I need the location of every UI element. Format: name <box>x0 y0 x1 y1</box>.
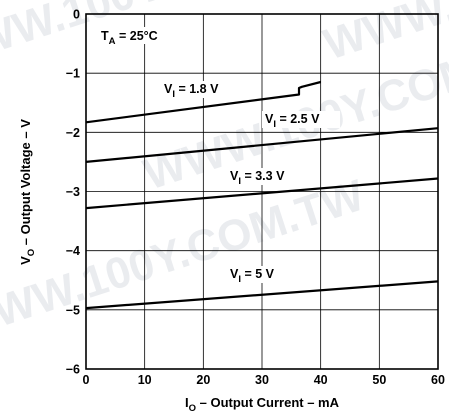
watermark-text: WWW.100Y.COM.TW <box>0 171 370 350</box>
watermark-text: WWW.100Y.COM.TW <box>0 0 350 80</box>
series-label: VI = 3.3 V <box>230 169 285 187</box>
series-label: VI = 5 V <box>230 267 275 285</box>
series-label-background <box>227 168 305 185</box>
annotation-text: TA = 25°C <box>101 29 158 47</box>
axis-titles: IO – Output Current – mA VO – Output Volt… <box>18 119 340 413</box>
series-line <box>85 177 439 210</box>
x-axis-title: IO – Output Current – mA <box>185 395 340 413</box>
y-tick-label: −2 <box>66 126 80 140</box>
plot-frame <box>85 13 439 370</box>
y-tick-label: −4 <box>66 244 80 258</box>
y-tick-label: 0 <box>73 8 80 22</box>
series-label-background <box>262 111 340 128</box>
x-tick-label: 10 <box>138 373 152 387</box>
series-label-background <box>227 266 305 283</box>
tick-labels: 0 10 20 30 40 50 60 0 −1 −2 −3 −4 −5 −6 <box>66 8 445 388</box>
series-label: VI = 1.8 V <box>164 82 219 100</box>
x-tick-label: 0 <box>83 373 90 387</box>
grid <box>85 13 439 370</box>
series-label-background <box>161 81 239 98</box>
annotation-background <box>98 27 172 44</box>
y-tick-label: −6 <box>66 363 80 377</box>
y-tick-label: −3 <box>66 185 80 199</box>
x-tick-label: 40 <box>314 373 328 387</box>
y-axis-title: VO – Output Voltage – V <box>18 119 37 265</box>
x-tick-label: 60 <box>431 373 445 387</box>
x-tick-label: 20 <box>196 373 210 387</box>
x-tick-label: 50 <box>372 373 386 387</box>
series-label: VI = 2.5 V <box>265 112 320 130</box>
series-labels: VI = 1.8 V VI = 2.5 V VI = 3.3 V VI = 5 V <box>161 81 340 285</box>
series-line <box>85 80 321 124</box>
series-line <box>85 127 439 163</box>
temperature-annotation: TA = 25°C <box>98 27 172 47</box>
x-tick-label: 30 <box>255 373 269 387</box>
series-line <box>85 280 439 310</box>
y-tick-label: −1 <box>66 67 80 81</box>
series-layer <box>85 80 439 310</box>
y-tick-label: −5 <box>66 303 80 317</box>
